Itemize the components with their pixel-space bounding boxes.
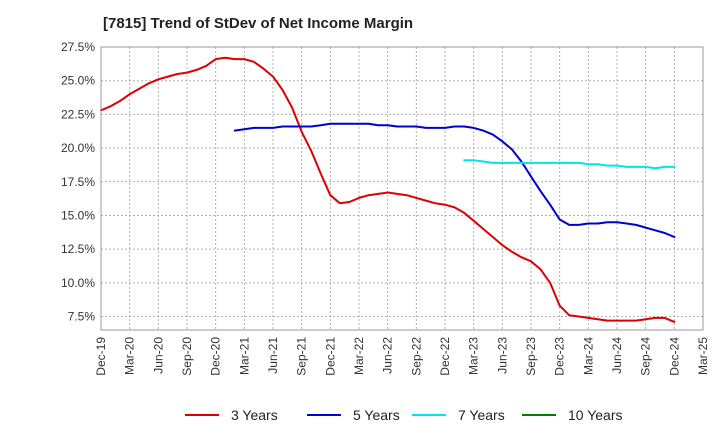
legend-swatch — [185, 414, 219, 416]
chart-title: [7815] Trend of StDev of Net Income Marg… — [103, 15, 414, 32]
y-tick-label: 12.5% — [61, 242, 95, 256]
legend-label: 3 Years — [231, 407, 278, 423]
legend: 3 Years 5 Years 7 Years 10 Years — [0, 405, 720, 425]
x-tick-label: Jun-22 — [381, 337, 395, 374]
legend-item: 10 Years — [522, 405, 623, 425]
x-tick-label: Sep-21 — [295, 337, 309, 376]
x-tick-label: Dec-21 — [323, 337, 337, 376]
x-tick-label: Mar-22 — [352, 337, 366, 375]
x-tick-label: Mar-25 — [696, 337, 710, 375]
series-layer — [100, 56, 676, 323]
x-tick-label: Sep-23 — [524, 337, 538, 376]
axis-layer: Dec-19 Mar-20 Jun-20 Sep-20 Dec-20 Mar-21 Jun-… — [61, 40, 710, 376]
y-tick-label: 10.0% — [61, 276, 95, 290]
legend-item: 3 Years — [185, 405, 278, 425]
y-tick-label: 7.5% — [68, 310, 96, 324]
legend-swatch — [412, 414, 446, 416]
y-tick-label: 25.0% — [61, 74, 95, 88]
series-line-3-years — [100, 56, 676, 323]
legend-label: 7 Years — [458, 407, 505, 423]
plot-frame — [100, 46, 704, 331]
legend-item: 7 Years — [412, 405, 505, 425]
legend-swatch — [522, 414, 556, 416]
x-tick-label: Jun-20 — [151, 337, 165, 374]
x-tick-label: Sep-24 — [639, 337, 653, 376]
x-tick-label: Mar-23 — [467, 337, 481, 375]
x-tick-label: Jun-24 — [610, 337, 624, 374]
x-tick-label: Mar-24 — [581, 337, 595, 375]
legend-item: 5 Years — [307, 405, 400, 425]
x-tick-label: Dec-22 — [438, 337, 452, 376]
y-tick-label: 17.5% — [61, 175, 95, 189]
y-tick-label: 22.5% — [61, 107, 95, 121]
x-tick-label: Mar-21 — [237, 337, 251, 375]
y-tick-label: 20.0% — [61, 141, 95, 155]
x-tick-label: Dec-24 — [667, 337, 681, 376]
x-tick-label: Jun-21 — [266, 337, 280, 374]
x-tick-label: Mar-20 — [123, 337, 137, 375]
x-tick-label: Dec-23 — [553, 337, 567, 376]
legend-label: 10 Years — [568, 407, 623, 423]
x-tick-label: Sep-20 — [180, 337, 194, 376]
y-tick-label: 27.5% — [61, 40, 95, 54]
legend-swatch — [307, 414, 341, 416]
x-tick-label: Dec-20 — [209, 337, 223, 376]
y-tick-label: 15.0% — [61, 208, 95, 222]
series-line-7-years — [463, 159, 676, 170]
x-tick-label: Dec-19 — [94, 337, 108, 376]
series-line-5-years — [233, 122, 676, 238]
legend-label: 5 Years — [353, 407, 400, 423]
grid-layer — [101, 46, 703, 330]
x-tick-label: Sep-22 — [409, 337, 423, 376]
x-tick-label: Jun-23 — [495, 337, 509, 374]
